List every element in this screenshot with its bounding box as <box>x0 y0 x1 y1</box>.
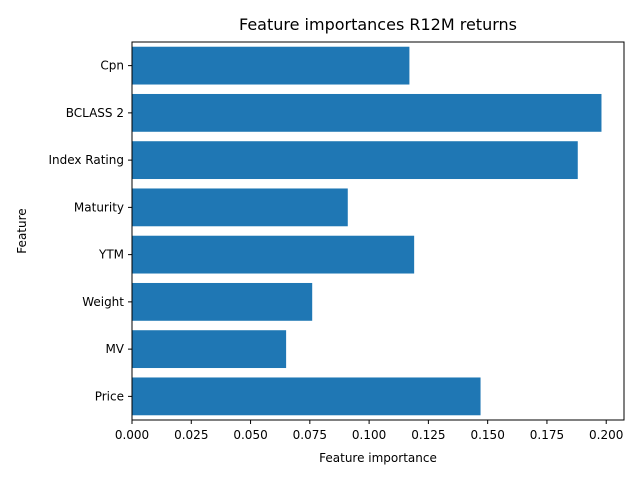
bar-bclass-2 <box>132 93 602 132</box>
y-tick-label: MV <box>105 342 124 356</box>
plot-frame <box>131 41 625 421</box>
y-tick-label: YTM <box>98 248 124 262</box>
x-tick-label: 0.025 <box>174 428 208 442</box>
x-tick-label: 0.125 <box>411 428 445 442</box>
y-tick-label: BCLASS 2 <box>66 106 124 120</box>
bar-weight <box>132 282 313 321</box>
bar-ytm <box>132 235 415 274</box>
x-tick-label: 0.000 <box>115 428 149 442</box>
x-tick-label: 0.150 <box>470 428 504 442</box>
x-tick-label: 0.050 <box>233 428 267 442</box>
bar-price <box>132 377 481 416</box>
y-tick-label: Price <box>95 389 124 403</box>
x-tick-label: 0.075 <box>293 428 327 442</box>
chart-title: Feature importances R12M returns <box>239 15 517 34</box>
bars-group <box>132 46 602 416</box>
bar-cpn <box>132 46 410 85</box>
y-tick-label: Weight <box>82 295 124 309</box>
x-axis-ticks: 0.000 0.025 0.050 0.075 0.100 0.125 0.150 0.175… <box>115 420 623 442</box>
x-axis-label: Feature importance <box>319 451 437 465</box>
y-tick-label: Index Rating <box>48 153 124 167</box>
bar-maturity <box>132 188 348 227</box>
bar-mv <box>132 330 287 369</box>
y-axis-ticks: Price MV Weight YTM Maturity Index Rating BCLA… <box>48 59 132 403</box>
x-tick-label: 0.100 <box>352 428 386 442</box>
y-tick-label: Cpn <box>100 59 124 73</box>
y-tick-label: Maturity <box>74 200 124 214</box>
y-axis-label: Feature <box>15 208 29 253</box>
x-tick-label: 0.175 <box>530 428 564 442</box>
bar-index-rating <box>132 141 578 180</box>
x-tick-label: 0.200 <box>589 428 623 442</box>
